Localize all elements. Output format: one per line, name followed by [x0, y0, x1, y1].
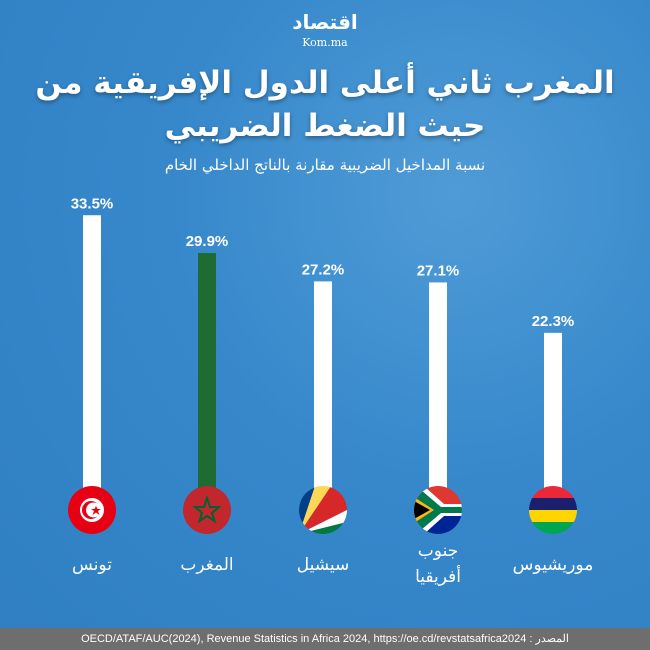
source-footer: OECD/ATAF/AUC(2024), Revenue Statistics … [0, 628, 650, 650]
header: اقتصاد Kom.ma المغرب ثاني أعلى الدول الإ… [0, 10, 650, 175]
value-label: 27.1% [417, 262, 460, 279]
logo-arabic: اقتصاد [292, 10, 358, 34]
bar [198, 253, 216, 511]
value-label: 27.2% [302, 261, 345, 278]
category-label: موريشيوس [513, 555, 594, 575]
category-label: أفريقيا [415, 565, 461, 587]
category-label: المغرب [180, 555, 233, 575]
bar [544, 332, 562, 510]
south-africa-flag-icon [414, 486, 462, 534]
bar [83, 215, 101, 510]
category-label: تونس [72, 555, 112, 575]
mauritius-flag-icon [529, 486, 577, 534]
value-label: 29.9% [186, 233, 229, 250]
chart-subtitle: نسبة المداخيل الضريبية مقارنة بالناتج ال… [164, 156, 486, 174]
value-label: 33.5% [71, 195, 114, 212]
value-label: 22.3% [532, 313, 575, 330]
chart-title: المغرب ثاني أعلى الدول الإفريقية من حيث … [35, 65, 615, 144]
category-label: سيشيل [297, 555, 350, 575]
tunisia-flag-icon [68, 486, 116, 534]
bar [314, 281, 332, 510]
category-label: جنوب [418, 541, 458, 561]
logo-latin: Kom.ma [302, 36, 348, 49]
morocco-flag-icon [183, 486, 231, 534]
seychelles-flag-icon [299, 486, 347, 534]
logo: اقتصاد Kom.ma [292, 10, 358, 50]
bar [429, 282, 447, 510]
